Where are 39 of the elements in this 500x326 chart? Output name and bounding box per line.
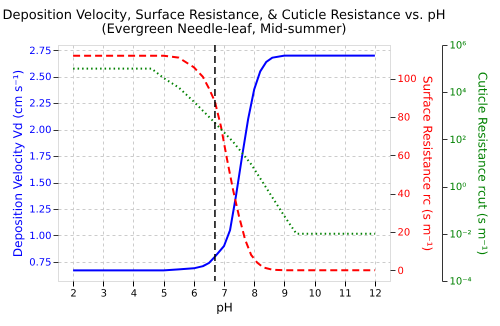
y-tick-label: 1.50 bbox=[29, 178, 52, 190]
y-tick-label: 1.25 bbox=[29, 204, 52, 216]
y-tick-label: 2.00 bbox=[29, 125, 52, 136]
x-tick-label: 11 bbox=[338, 288, 352, 300]
y-tick-label: 1.75 bbox=[29, 152, 52, 163]
x-tick-label: 3 bbox=[100, 288, 107, 300]
y2-tick-label: 100 bbox=[398, 74, 417, 86]
x-tick-label: 2 bbox=[70, 288, 77, 300]
chart-subtitle: (Evergreen Needle-leaf, Mid-summer) bbox=[102, 22, 346, 37]
x-tick-label: 9 bbox=[282, 288, 288, 300]
x-axis-title: pH bbox=[216, 300, 233, 314]
line-series bbox=[72, 54, 376, 272]
y3-axis-title: Cuticle Resistance rcut (s m⁻¹) bbox=[476, 72, 490, 256]
y-tick-label: 2.25 bbox=[29, 98, 52, 110]
y2-axis-title: Surface Resistance rc (s m⁻¹) bbox=[420, 76, 435, 252]
y-tick-label: 0.75 bbox=[29, 257, 52, 268]
x-tick-label: 6 bbox=[191, 288, 198, 300]
x-tick-label: 7 bbox=[221, 288, 228, 300]
y-axis-title: Deposition Velocity Vd (cm s⁻¹) bbox=[11, 70, 26, 258]
y2-tick-label: 20 bbox=[398, 227, 410, 238]
x-tick-label: 4 bbox=[130, 288, 138, 300]
y2-tick-label: 80 bbox=[398, 112, 410, 124]
y3-tick-label: 10⁴ bbox=[450, 88, 466, 99]
y-tick-label: 2.50 bbox=[29, 72, 52, 84]
y2-tick-label: 60 bbox=[398, 150, 410, 162]
y3-tick-label: 10⁻² bbox=[450, 229, 472, 240]
y3-tick-label: 10⁰ bbox=[450, 182, 466, 194]
x-tick-label: 8 bbox=[251, 288, 258, 300]
y-tick-label: 1.00 bbox=[29, 230, 52, 242]
y3-tick-label: 10² bbox=[450, 134, 466, 146]
y2-tick-label: 40 bbox=[398, 189, 410, 200]
x-tick-label: 5 bbox=[160, 288, 168, 300]
y3-tick-label: 10⁻⁴ bbox=[450, 276, 472, 288]
chart-title: Deposition Velocity, Surface Resistance, & Cuticle Resistance vs. pH bbox=[2, 8, 446, 23]
y2-tick-label: 0 bbox=[398, 266, 404, 277]
y3-tick-label: 10⁶ bbox=[450, 40, 466, 52]
y-tick-label: 2.75 bbox=[29, 46, 52, 57]
x-tick-label: 12 bbox=[369, 288, 382, 300]
x-tick-label: 10 bbox=[308, 288, 322, 300]
